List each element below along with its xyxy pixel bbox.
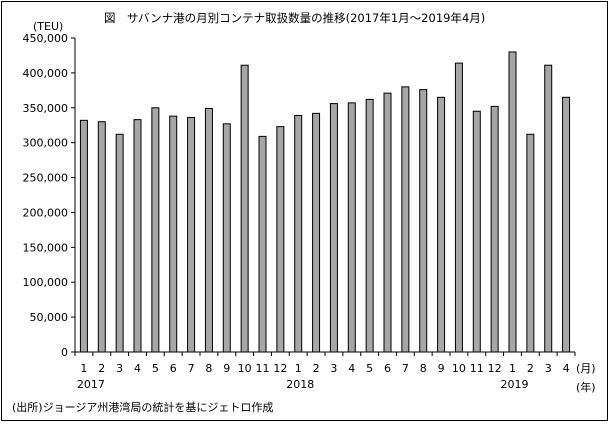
year-label: 2017 — [77, 378, 105, 391]
bar — [204, 107, 213, 353]
x-tick-label: 4 — [348, 362, 355, 375]
x-tick-label: 10 — [452, 362, 466, 375]
x-tick-label: 5 — [152, 362, 159, 375]
bar — [383, 92, 392, 353]
bar — [312, 112, 321, 353]
bar — [169, 115, 178, 353]
year-label: 2019 — [501, 378, 529, 391]
x-tick-label: 2 — [313, 362, 320, 375]
chart-title: 図 サバンナ港の月別コンテナ取扱数量の推移(2017年1月～2019年4月) — [104, 11, 485, 25]
year-suffix: (年) — [576, 380, 596, 394]
y-tick-label: 350,000 — [23, 102, 69, 115]
x-tick-label: 5 — [366, 362, 373, 375]
source-note: (出所)ジョージア州港湾局の統計を基にジェトロ作成 — [12, 400, 273, 414]
x-tick-label: 3 — [545, 362, 552, 375]
bar — [222, 123, 231, 353]
y-tick-label: 150,000 — [23, 241, 69, 254]
x-tick-label: 7 — [402, 362, 409, 375]
bar — [151, 107, 160, 353]
bar — [97, 121, 106, 353]
y-tick-label: 0 — [61, 346, 68, 359]
x-tick-label: 4 — [563, 362, 570, 375]
x-tick-label: 9 — [438, 362, 445, 375]
x-tick-label: 3 — [116, 362, 123, 375]
x-tick-label: 1 — [295, 362, 302, 375]
y-tick-label: 250,000 — [23, 172, 69, 185]
bar — [454, 62, 463, 353]
year-label: 2018 — [286, 378, 314, 391]
x-tick-label: 8 — [420, 362, 427, 375]
y-tick-label: 450,000 — [23, 32, 69, 45]
x-tick-label: 9 — [223, 362, 230, 375]
bar — [437, 96, 446, 353]
bar — [526, 133, 535, 353]
bar — [508, 51, 517, 353]
bar — [294, 114, 303, 353]
bar — [115, 133, 124, 353]
x-tick-label: 2 — [527, 362, 534, 375]
x-tick-label: 10 — [238, 362, 252, 375]
bar — [419, 89, 428, 353]
x-tick-label: 12 — [273, 362, 287, 375]
x-tick-label: 6 — [384, 362, 391, 375]
bar — [276, 126, 285, 353]
x-tick-label: 2 — [98, 362, 105, 375]
bar — [187, 117, 196, 353]
month-suffix: (月) — [576, 362, 596, 375]
bar — [472, 110, 481, 353]
x-tick-label: 6 — [170, 362, 177, 375]
x-tick-label: 11 — [470, 362, 484, 375]
bar — [240, 64, 249, 353]
bar — [258, 135, 267, 353]
bar — [329, 103, 338, 353]
y-tick-label: 50,000 — [30, 311, 69, 324]
bar — [365, 98, 374, 353]
x-tick-label: 7 — [188, 362, 195, 375]
bar — [133, 119, 142, 353]
y-tick-label: 100,000 — [23, 276, 69, 289]
x-tick-label: 8 — [205, 362, 212, 375]
x-tick-label: 4 — [134, 362, 141, 375]
x-tick-label: 1 — [80, 362, 87, 375]
y-unit-label: (TEU) — [33, 20, 63, 33]
x-tick-label: 11 — [256, 362, 270, 375]
bar — [544, 64, 553, 353]
x-tick-label: 12 — [488, 362, 502, 375]
x-tick-label: 3 — [330, 362, 337, 375]
bar — [79, 119, 88, 353]
bar — [562, 96, 571, 353]
x-tick-label: 1 — [509, 362, 516, 375]
y-tick-label: 300,000 — [23, 137, 69, 150]
bar — [490, 105, 499, 353]
bar — [347, 102, 356, 353]
y-tick-label: 400,000 — [23, 67, 69, 80]
bar — [401, 86, 410, 353]
y-tick-label: 200,000 — [23, 206, 69, 219]
